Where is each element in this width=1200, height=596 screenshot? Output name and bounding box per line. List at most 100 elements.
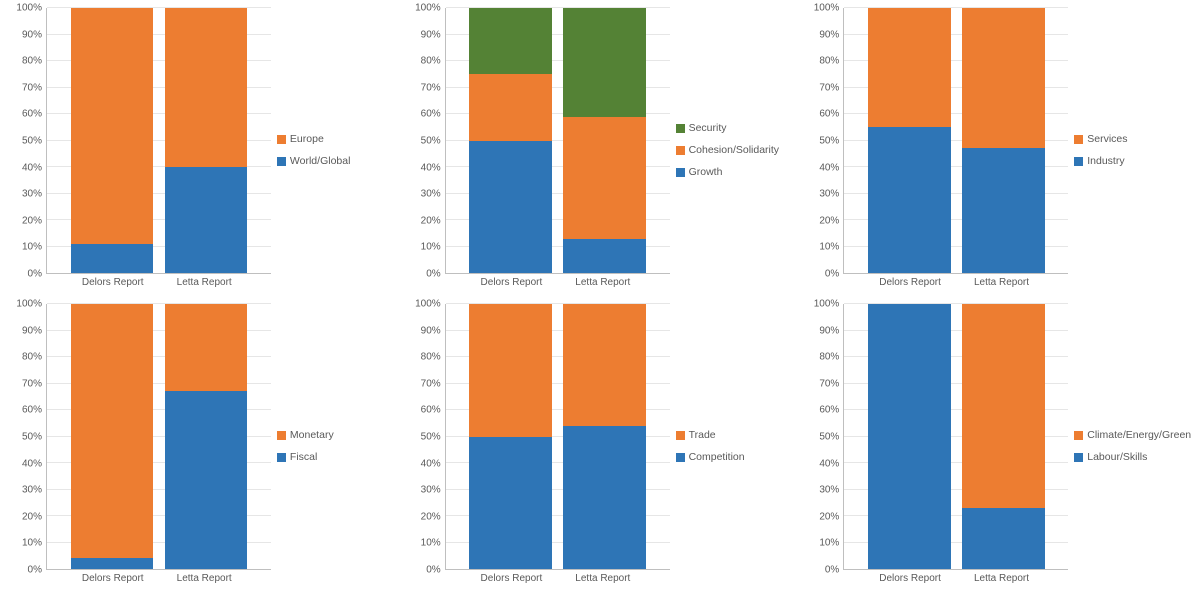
- y-tick-label: 0%: [825, 565, 839, 576]
- y-tick-label: 60%: [22, 109, 42, 120]
- y-tick-label: 90%: [421, 29, 441, 40]
- plot-area: [445, 8, 670, 274]
- legend-item: Monetary: [277, 429, 395, 441]
- legend-item: Competition: [676, 451, 794, 463]
- legend-swatch: [676, 146, 685, 155]
- bar-segment: [469, 304, 552, 437]
- legend-swatch: [1074, 157, 1083, 166]
- y-tick-label: 80%: [22, 56, 42, 67]
- bar-column: [71, 8, 154, 273]
- x-tick-label: Delors Report: [73, 570, 153, 588]
- x-axis-labels: Delors ReportLetta Report: [843, 274, 1068, 292]
- chart-panel-europe-world: 0%10%20%30%40%50%60%70%80%90%100%Delors …: [8, 8, 395, 292]
- legend-item: Fiscal: [277, 451, 395, 463]
- y-axis: 0%10%20%30%40%50%60%70%80%90%100%: [407, 304, 445, 588]
- x-tick-label: Letta Report: [961, 570, 1041, 588]
- legend-item: Labour/Skills: [1074, 451, 1192, 463]
- legend-label: Fiscal: [290, 451, 317, 463]
- bar-column: [71, 304, 154, 569]
- legend-label: Cohesion/Solidarity: [689, 144, 779, 156]
- y-tick-label: 50%: [819, 432, 839, 443]
- bar-segment: [469, 437, 552, 570]
- y-tick-label: 20%: [421, 215, 441, 226]
- legend-swatch: [277, 453, 286, 462]
- y-tick-label: 10%: [421, 538, 441, 549]
- bar-segment: [962, 304, 1045, 508]
- y-tick-label: 90%: [22, 325, 42, 336]
- bars-container: [47, 304, 271, 569]
- y-tick-label: 70%: [819, 82, 839, 93]
- y-tick-label: 80%: [22, 352, 42, 363]
- legend-swatch: [1074, 135, 1083, 144]
- y-tick-label: 60%: [421, 405, 441, 416]
- legend: EuropeWorld/Global: [271, 8, 395, 292]
- y-tick-label: 20%: [22, 215, 42, 226]
- legend-item: Security: [676, 122, 794, 134]
- legend-item: Europe: [277, 133, 395, 145]
- y-tick-label: 90%: [22, 29, 42, 40]
- x-tick-label: Letta Report: [164, 570, 244, 588]
- chart-area: 0%10%20%30%40%50%60%70%80%90%100%Delors …: [407, 304, 670, 588]
- legend-label: Industry: [1087, 155, 1124, 167]
- legend-label: Climate/Energy/Green: [1087, 429, 1191, 441]
- y-tick-label: 10%: [22, 538, 42, 549]
- y-tick-label: 90%: [819, 29, 839, 40]
- legend: Services Industry: [1068, 8, 1192, 292]
- y-tick-label: 50%: [421, 432, 441, 443]
- bar-segment: [165, 8, 248, 167]
- y-tick-label: 50%: [819, 136, 839, 147]
- bar-segment: [165, 304, 248, 391]
- y-tick-label: 70%: [22, 378, 42, 389]
- bar-column: [563, 8, 646, 273]
- y-tick-label: 40%: [421, 162, 441, 173]
- bar-segment: [962, 508, 1045, 569]
- chart-panel-climate-labour: 0%10%20%30%40%50%60%70%80%90%100%Delors …: [805, 304, 1192, 588]
- bar-segment: [563, 304, 646, 426]
- bar-segment: [71, 244, 154, 273]
- bar-column: [165, 304, 248, 569]
- legend-swatch: [1074, 431, 1083, 440]
- y-tick-label: 70%: [819, 378, 839, 389]
- bar-segment: [469, 141, 552, 274]
- bars-container: [844, 304, 1068, 569]
- y-tick-label: 70%: [421, 378, 441, 389]
- chart-area: 0%10%20%30%40%50%60%70%80%90%100%Delors …: [805, 8, 1068, 292]
- y-tick-label: 10%: [421, 242, 441, 253]
- y-tick-label: 20%: [22, 511, 42, 522]
- y-tick-label: 80%: [421, 56, 441, 67]
- chart-area: 0%10%20%30%40%50%60%70%80%90%100%Delors …: [805, 304, 1068, 588]
- legend-label: Security: [689, 122, 727, 134]
- legend-label: Trade: [689, 429, 716, 441]
- bar-segment: [71, 8, 154, 244]
- bar-segment: [563, 117, 646, 239]
- y-tick-label: 60%: [819, 109, 839, 120]
- y-tick-label: 100%: [814, 3, 840, 14]
- y-axis: 0%10%20%30%40%50%60%70%80%90%100%: [805, 8, 843, 292]
- y-tick-label: 10%: [819, 242, 839, 253]
- y-tick-label: 0%: [426, 565, 440, 576]
- y-tick-label: 0%: [28, 269, 42, 280]
- x-tick-label: Letta Report: [563, 274, 643, 292]
- plot-area: [46, 304, 271, 570]
- legend-label: Growth: [689, 166, 723, 178]
- chart-panel-services-industry: 0%10%20%30%40%50%60%70%80%90%100%Delors …: [805, 8, 1192, 292]
- legend-item: Services: [1074, 133, 1192, 145]
- x-tick-label: Letta Report: [164, 274, 244, 292]
- bar-segment: [868, 8, 951, 127]
- y-tick-label: 60%: [819, 405, 839, 416]
- y-tick-label: 10%: [819, 538, 839, 549]
- y-tick-label: 60%: [22, 405, 42, 416]
- x-axis-labels: Delors ReportLetta Report: [445, 570, 670, 588]
- legend-item: Growth: [676, 166, 794, 178]
- y-tick-label: 30%: [421, 485, 441, 496]
- bar-segment: [563, 426, 646, 569]
- chart-area: 0%10%20%30%40%50%60%70%80%90%100%Delors …: [407, 8, 670, 292]
- bar-segment: [469, 74, 552, 140]
- legend-swatch: [676, 124, 685, 133]
- legend-item: Climate/Energy/Green: [1074, 429, 1192, 441]
- legend: Climate/Energy/Green Labour/Skills: [1068, 304, 1192, 588]
- plot-area: [843, 8, 1068, 274]
- bar-column: [962, 304, 1045, 569]
- legend-swatch: [676, 168, 685, 177]
- bar-column: [868, 304, 951, 569]
